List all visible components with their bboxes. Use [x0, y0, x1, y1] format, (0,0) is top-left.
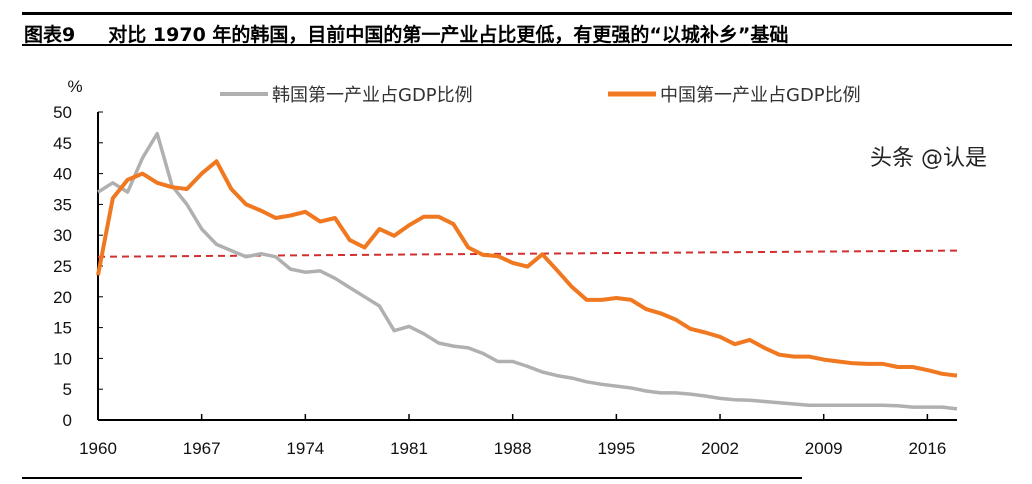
y-tick-label: 45	[53, 134, 72, 153]
legend-label: 韩国第一产业占GDP比例	[272, 85, 473, 106]
x-tick-label: 1967	[183, 439, 221, 458]
x-tick-label: 1988	[494, 439, 532, 458]
y-tick-label: 5	[63, 380, 72, 399]
x-tick-label: 2002	[701, 439, 739, 458]
y-tick-label: 0	[63, 411, 72, 430]
series-line-korea	[97, 131, 958, 411]
bottom-rule	[22, 477, 802, 479]
x-tick-label: 2016	[908, 439, 946, 458]
x-tick-label: 2009	[805, 439, 843, 458]
title-rule	[22, 44, 1012, 46]
x-tick-label: 1981	[390, 439, 428, 458]
y-tick-label: 15	[53, 319, 72, 338]
y-tick-label: 20	[53, 288, 72, 307]
y-tick-label: 10	[53, 349, 72, 368]
figure-title: 图表9 对比 1970 年的韩国，目前中国的第一产业占比更低，有更强的“以城补乡…	[24, 24, 789, 46]
y-tick-label: 25	[53, 257, 72, 276]
top-rule	[22, 12, 1012, 15]
watermark: 头条 @认是	[870, 146, 987, 171]
y-tick-label: 35	[53, 195, 72, 214]
y-axis-label: %	[67, 77, 82, 96]
series-line-china	[96, 159, 958, 378]
y-tick-label: 30	[53, 226, 72, 245]
legend-label: 中国第一产业占GDP比例	[660, 85, 861, 106]
x-tick-label: 1974	[286, 439, 324, 458]
y-tick-label: 50	[53, 103, 72, 122]
x-tick-label: 1995	[597, 439, 635, 458]
reference-dashed-line	[97, 249, 958, 258]
y-tick-label: 40	[53, 165, 72, 184]
x-tick-label: 1960	[79, 439, 117, 458]
